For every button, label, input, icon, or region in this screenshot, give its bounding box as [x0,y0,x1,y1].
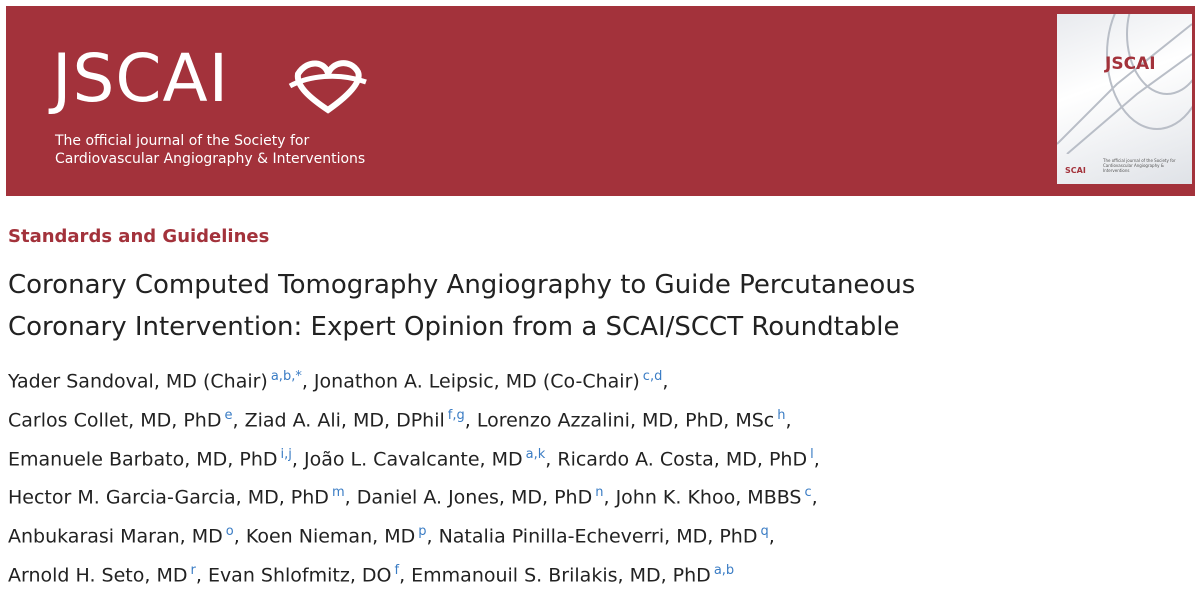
tagline-line: The official journal of the Society for [55,133,310,149]
article-title: Coronary Computed Tomography Angiography… [8,264,915,348]
author-separator: , [545,447,552,470]
author-separator: , [291,447,298,470]
author-name: Anbukarasi Maran, MD [8,525,223,548]
author-affiliation: c,d [642,369,663,384]
author-name: Daniel A. Jones, MD, PhD [356,486,593,509]
logo-icon [288,60,367,114]
cover-society: SCAI [1065,166,1086,175]
author-line: Hector M. Garcia-Garcia, MD, PhD m, Danie… [8,476,820,515]
author-affiliation: a,k [525,446,546,462]
author-separator: , [603,486,610,509]
author-affiliation: q [760,524,769,540]
journal-logo: JSCAI [52,40,230,117]
author-name: Carlos Collet, MD, PhD [8,409,222,432]
author-name: Yader Sandoval, MD (Chair) [8,370,268,393]
author-separator: , [232,409,239,432]
author-name: Jonathon A. Leipsic, MD (Co-Chair) [313,370,640,393]
cover-tagline: The official journal of the Society for … [1103,158,1176,173]
author-separator: , [785,409,792,432]
author-affiliation: e [224,407,233,423]
author-name: Arnold H. Seto, MD [8,564,188,587]
author-affiliation: a,b,* [270,369,302,384]
section-label: Standards and Guidelines [8,226,270,247]
author-affiliation: c [804,485,812,501]
page: JSCAI The official journal of the Societ… [6,6,1195,587]
author-line: Emanuele Barbato, MD, PhD i,j, João L. Ca… [8,438,820,477]
title-line: Coronary Intervention: Expert Opinion fr… [8,312,900,342]
author-affiliation: p [418,524,427,540]
author-name: Ziad A. Ali, MD, DPhil [244,409,445,432]
author-name: Emmanouil S. Brilakis, MD, PhD [411,564,711,587]
author-name: Lorenzo Azzalini, MD, PhD, MSc [476,409,775,432]
author-affiliation: i,j [280,446,292,462]
author-separator: , [811,486,818,509]
author-separator: , [233,525,240,548]
author-affiliation: f,g [447,407,465,423]
cover-art [1057,14,1192,154]
title-line: Coronary Computed Tomography Angiography… [8,270,916,300]
author-name: Emanuele Barbato, MD, PhD [8,447,278,470]
author-affiliation: l [810,446,814,462]
author-affiliation: a,b [713,563,735,579]
author-name: Natalia Pinilla-Echeverri, MD, PhD [438,525,758,548]
author-name: John K. Khoo, MBBS [615,486,802,509]
author-name: Hector M. Garcia-Garcia, MD, PhD [8,486,329,509]
author-separator: , [464,409,471,432]
author-separator: , [195,564,202,587]
author-separator: , [768,525,775,548]
author-line: Anbukarasi Maran, MD o, Koen Nieman, MD p,… [8,515,820,554]
author-line: Arnold H. Seto, MD r, Evan Shlofmitz, DO f… [8,554,820,593]
tagline-line: Cardiovascular Angiography & Interventio… [55,151,366,167]
author-name: Ricardo A. Costa, MD, PhD [557,447,808,470]
author-separator: , [301,370,308,393]
author-affiliation: h [777,407,786,423]
journal-cover: JSCAI The official journal of the Societ… [1057,14,1192,184]
author-name: Koen Nieman, MD [245,525,416,548]
author-separator: , [344,486,351,509]
journal-tagline: The official journal of the Society for … [55,132,365,168]
author-affiliation: o [225,524,234,540]
author-list: Yader Sandoval, MD (Chair) a,b,*, Jonatho… [8,360,820,593]
author-separator: , [399,564,406,587]
author-separator: , [662,370,669,393]
author-line: Carlos Collet, MD, PhD e, Ziad A. Ali, MD… [8,399,820,438]
author-affiliation: m [331,485,345,501]
author-line: Yader Sandoval, MD (Chair) a,b,*, Jonatho… [8,360,820,399]
journal-banner: JSCAI The official journal of the Societ… [6,6,1195,196]
author-separator: , [813,447,820,470]
author-affiliation: n [595,485,604,501]
author-name: Evan Shlofmitz, DO [207,564,392,587]
cover-logo: JSCAI [1105,54,1156,74]
author-name: João L. Cavalcante, MD [303,447,523,470]
author-separator: , [426,525,433,548]
